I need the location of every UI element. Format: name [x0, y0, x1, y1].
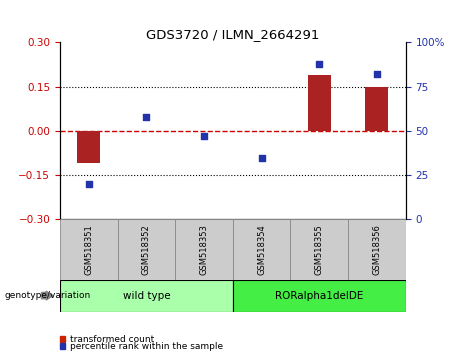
Point — [200, 133, 207, 139]
Point — [315, 61, 323, 67]
Text: GSM518354: GSM518354 — [257, 224, 266, 275]
Text: wild type: wild type — [123, 291, 170, 301]
Bar — [175, 219, 233, 280]
Bar — [60, 280, 233, 312]
Bar — [77, 131, 100, 164]
Point — [373, 72, 381, 77]
Point — [258, 155, 266, 160]
Text: GSM518351: GSM518351 — [84, 224, 93, 275]
Text: percentile rank within the sample: percentile rank within the sample — [70, 342, 223, 351]
Bar — [233, 280, 406, 312]
Text: GSM518356: GSM518356 — [372, 224, 381, 275]
Point — [142, 114, 150, 120]
Bar — [365, 87, 388, 131]
Bar — [348, 219, 406, 280]
Text: GSM518353: GSM518353 — [200, 224, 208, 275]
Bar — [308, 75, 331, 131]
Bar — [60, 219, 118, 280]
Text: RORalpha1delDE: RORalpha1delDE — [275, 291, 363, 301]
Text: genotype/variation: genotype/variation — [5, 291, 91, 300]
Bar — [233, 219, 290, 280]
Bar — [290, 219, 348, 280]
Bar — [118, 219, 175, 280]
Text: GSM518352: GSM518352 — [142, 224, 151, 275]
Text: GSM518355: GSM518355 — [315, 224, 324, 275]
Title: GDS3720 / ILMN_2664291: GDS3720 / ILMN_2664291 — [146, 28, 319, 41]
Point — [85, 181, 92, 187]
Text: transformed count: transformed count — [70, 335, 154, 344]
